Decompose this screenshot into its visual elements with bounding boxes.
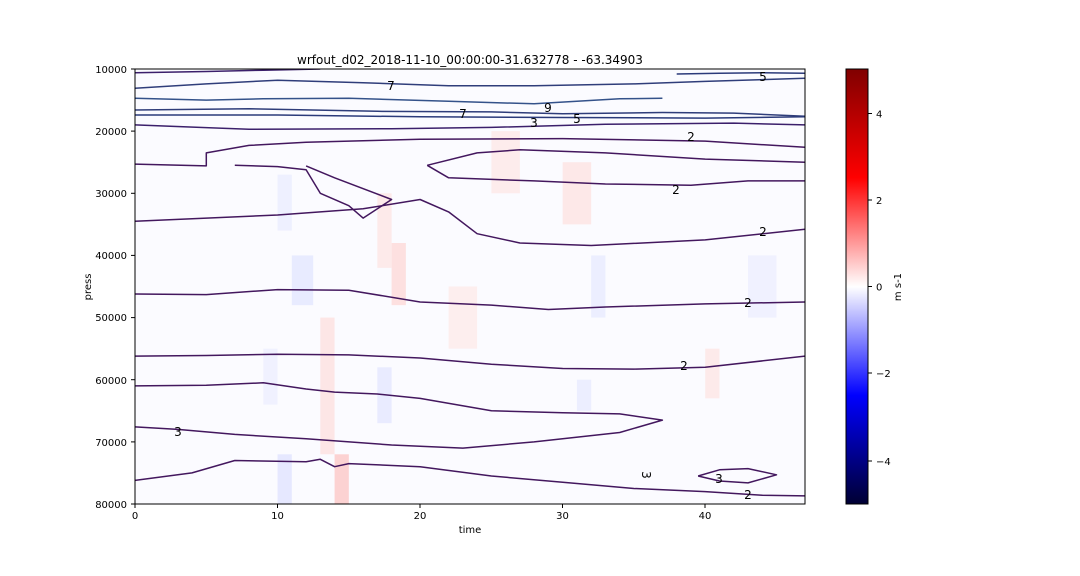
contour-label: 3 xyxy=(174,425,182,439)
heatmap-cell xyxy=(591,255,606,318)
contour-label: 7 xyxy=(387,79,395,93)
y-tick-label: 40000 xyxy=(95,251,127,262)
x-axis: 0 10 20 30 40 time xyxy=(132,504,712,536)
contour-line-5 xyxy=(676,71,805,75)
y-tick-label: 10000 xyxy=(95,65,127,76)
heatmap-cell xyxy=(291,255,314,306)
contour-line-7 xyxy=(135,108,805,117)
plot-frame xyxy=(134,68,806,505)
contour-line-2 xyxy=(426,164,805,186)
x-tick-label: 40 xyxy=(699,511,712,522)
y-tick-label: 80000 xyxy=(95,500,127,511)
heatmap-cell xyxy=(320,317,335,455)
contour-label: 3 xyxy=(639,471,653,479)
contour-lines xyxy=(135,69,805,497)
contour-line-2 xyxy=(135,458,805,497)
contour-line-3 xyxy=(697,467,778,484)
heatmap-cell xyxy=(277,454,292,504)
contour-line-5 xyxy=(135,114,805,119)
contour-label: 2 xyxy=(744,488,752,502)
heatmap-cell xyxy=(562,162,592,225)
y-tick-label: 20000 xyxy=(95,127,127,138)
contour-label: 2 xyxy=(687,130,695,144)
contour-label: 2 xyxy=(744,296,752,310)
heatmap-cell xyxy=(277,174,292,231)
colorbar-label: m s-1 xyxy=(893,273,904,301)
contour-label: 5 xyxy=(759,70,767,84)
x-tick-label: 30 xyxy=(556,511,569,522)
contour-line-2 xyxy=(135,137,805,167)
contour-label: 5 xyxy=(573,112,581,126)
colorbar-gradient xyxy=(845,68,869,505)
colorbar-tick-label: 4 xyxy=(876,110,882,121)
heatmap-cell xyxy=(263,348,278,405)
contour-line-2 xyxy=(234,164,393,219)
heatmap-cell xyxy=(391,243,406,306)
contour-line-7 xyxy=(135,77,805,90)
heatmap-cell xyxy=(377,193,392,268)
colorbar-tick-label: −4 xyxy=(876,457,891,468)
y-tick-label: 30000 xyxy=(95,189,127,200)
heatmap-cell xyxy=(448,286,478,349)
colorbar-tick-label: −2 xyxy=(876,369,891,380)
contour-label: 9 xyxy=(544,101,552,115)
x-axis-label: time xyxy=(459,525,482,536)
x-tick-label: 0 xyxy=(132,511,138,522)
heatmap-cell xyxy=(705,348,720,399)
contour-line-2 xyxy=(135,382,664,449)
y-axis-label: press xyxy=(83,274,94,301)
colorbar-tick-label: 2 xyxy=(876,196,882,207)
heatmap-cells xyxy=(263,131,777,504)
colorbar: 4 2 0 −2 −4 m s-1 xyxy=(845,68,904,505)
heatmap-cell xyxy=(334,454,349,504)
contour-label: 2 xyxy=(680,359,688,373)
contour-line-2 xyxy=(427,149,805,167)
contour-label: 3 xyxy=(715,472,723,486)
x-tick-label: 20 xyxy=(414,511,427,522)
heatmap-cell xyxy=(747,255,777,318)
contour-line-9 xyxy=(135,97,663,105)
colorbar-tick-label: 0 xyxy=(876,283,882,294)
contour-label: 7 xyxy=(459,107,467,121)
heatmap-cell xyxy=(576,379,592,411)
contour-line-2 xyxy=(135,288,805,311)
contour-label: 2 xyxy=(672,183,680,197)
contour-label: 3 xyxy=(530,116,538,130)
contour-labels: 5 7 9 7 3 5 2 2 2 2 2 3 3 3 2 xyxy=(174,70,767,502)
y-tick-label: 50000 xyxy=(95,313,127,324)
x-tick-label: 10 xyxy=(271,511,284,522)
chart-title: wrfout_d02_2018-11-10_00:00:00-31.632778… xyxy=(297,53,643,67)
contour-line-3 xyxy=(135,69,321,74)
contour-label: 2 xyxy=(759,225,767,239)
contour-line-2 xyxy=(135,353,805,370)
y-tick-label: 70000 xyxy=(95,438,127,449)
y-axis: 10000 20000 30000 40000 50000 60000 7000… xyxy=(83,65,135,511)
contour-line-3 xyxy=(135,122,805,131)
y-tick-label: 60000 xyxy=(95,376,127,387)
contour-line-2 xyxy=(135,198,805,247)
heatmap-cell xyxy=(491,131,520,194)
